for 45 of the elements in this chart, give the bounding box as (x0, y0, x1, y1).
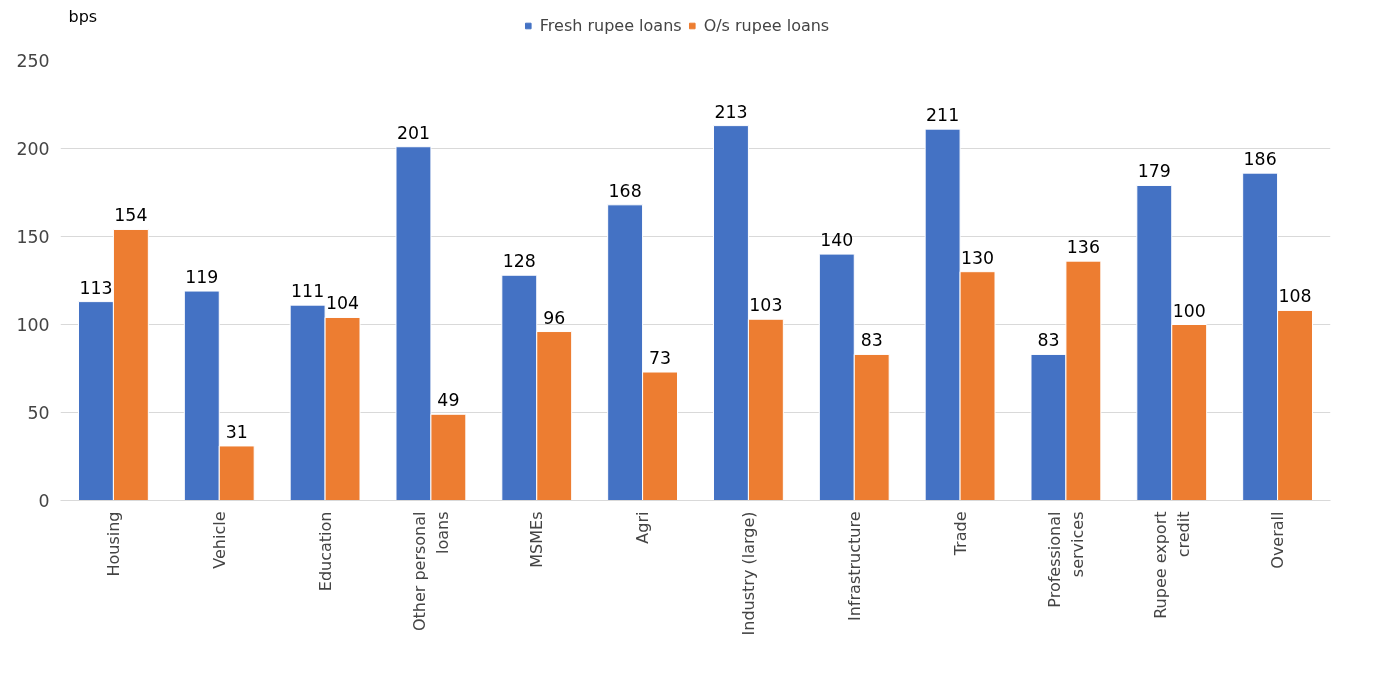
data-label: 108 (1278, 286, 1312, 307)
y-axis-title: bps (68, 6, 98, 26)
data-label: 103 (749, 295, 783, 316)
data-label: 130 (961, 247, 995, 268)
data-label: 186 (1243, 149, 1277, 170)
data-label: 213 (714, 101, 748, 122)
x-tick-label: Professional services (1045, 511, 1087, 608)
data-label: 201 (396, 122, 430, 143)
x-tick-label: Overall (1268, 511, 1288, 569)
data-label: 31 (225, 421, 248, 442)
y-tick-label: 0 (38, 491, 50, 511)
data-label: 49 (437, 390, 460, 411)
data-label: 73 (649, 348, 672, 369)
x-tick-label: Vehicle (209, 511, 229, 569)
data-label: 104 (326, 293, 360, 314)
legend-label: O/s rupee loans (703, 15, 830, 35)
data-label: 111 (291, 281, 325, 302)
data-label: 83 (1037, 330, 1060, 351)
y-tick-label: 150 (16, 227, 50, 247)
data-label: 113 (79, 277, 113, 298)
data-label: 154 (114, 205, 148, 226)
data-label: 140 (820, 230, 854, 251)
data-label: 100 (1172, 300, 1206, 321)
data-label: 83 (860, 330, 883, 351)
data-label: 168 (608, 180, 642, 201)
data-label: 211 (926, 105, 960, 126)
x-tick-label: MSMEs (527, 511, 547, 568)
x-tick-label: Infrastructure (844, 511, 864, 621)
legend-label: Fresh rupee loans (539, 15, 682, 35)
x-tick-label: Housing (103, 511, 123, 577)
x-tick-label: Industry (large) (738, 511, 758, 636)
x-tick-label: Trade (950, 511, 970, 557)
data-label: 96 (543, 307, 566, 328)
y-tick-label: 100 (16, 315, 50, 335)
data-label: 179 (1137, 161, 1171, 182)
x-tick-label: Agri (633, 511, 653, 544)
data-label: 128 (502, 251, 536, 272)
x-tick-label: Other personal loans (410, 511, 452, 632)
y-tick-label: 50 (27, 403, 50, 423)
y-tick-label: 200 (16, 139, 50, 159)
data-label: 119 (185, 267, 219, 288)
x-tick-label: Rupee export credit (1150, 511, 1193, 619)
y-tick-label: 250 (16, 51, 50, 71)
data-label: 136 (1066, 237, 1100, 258)
x-tick-label: Education (315, 511, 335, 592)
